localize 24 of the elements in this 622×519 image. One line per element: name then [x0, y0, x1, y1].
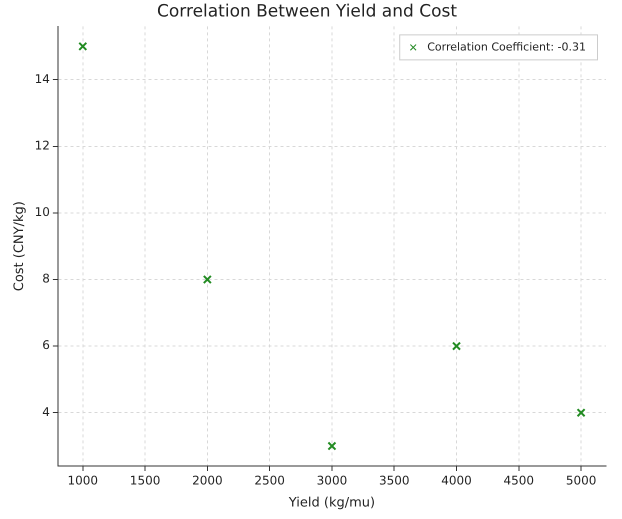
chart-title: Correlation Between Yield and Cost	[157, 2, 458, 22]
point	[202, 274, 212, 284]
point	[327, 441, 336, 451]
x-tick-label: 2000	[192, 473, 223, 488]
point	[452, 342, 462, 351]
x-tick-label: 1000	[68, 473, 98, 488]
point	[576, 408, 586, 418]
legend-label: Correlation Coefficient: -0.31	[427, 40, 586, 54]
y-axis-title: Cost (CNY/kg)	[12, 201, 28, 292]
x-tick-label: 3000	[316, 473, 348, 488]
x-tick-label: 5000	[566, 473, 596, 488]
y-tick-label: 6	[42, 338, 50, 352]
y-tick-label: 10	[34, 205, 50, 220]
x-tick-label: 4000	[441, 473, 472, 488]
x-tick-label: 3500	[378, 473, 410, 488]
y-tick-label: 4	[42, 404, 50, 419]
x-axis-title: Yield (kg/mu)	[288, 496, 376, 511]
point	[78, 42, 88, 51]
y-tick-label: 8	[42, 272, 50, 286]
y-tick-label: 12	[34, 138, 50, 152]
y-tick-label: 14	[34, 72, 50, 86]
x-tick-label: 4500	[504, 473, 534, 488]
x-tick-label: 1500	[130, 473, 160, 488]
x-tick-label: 2500	[254, 473, 285, 488]
